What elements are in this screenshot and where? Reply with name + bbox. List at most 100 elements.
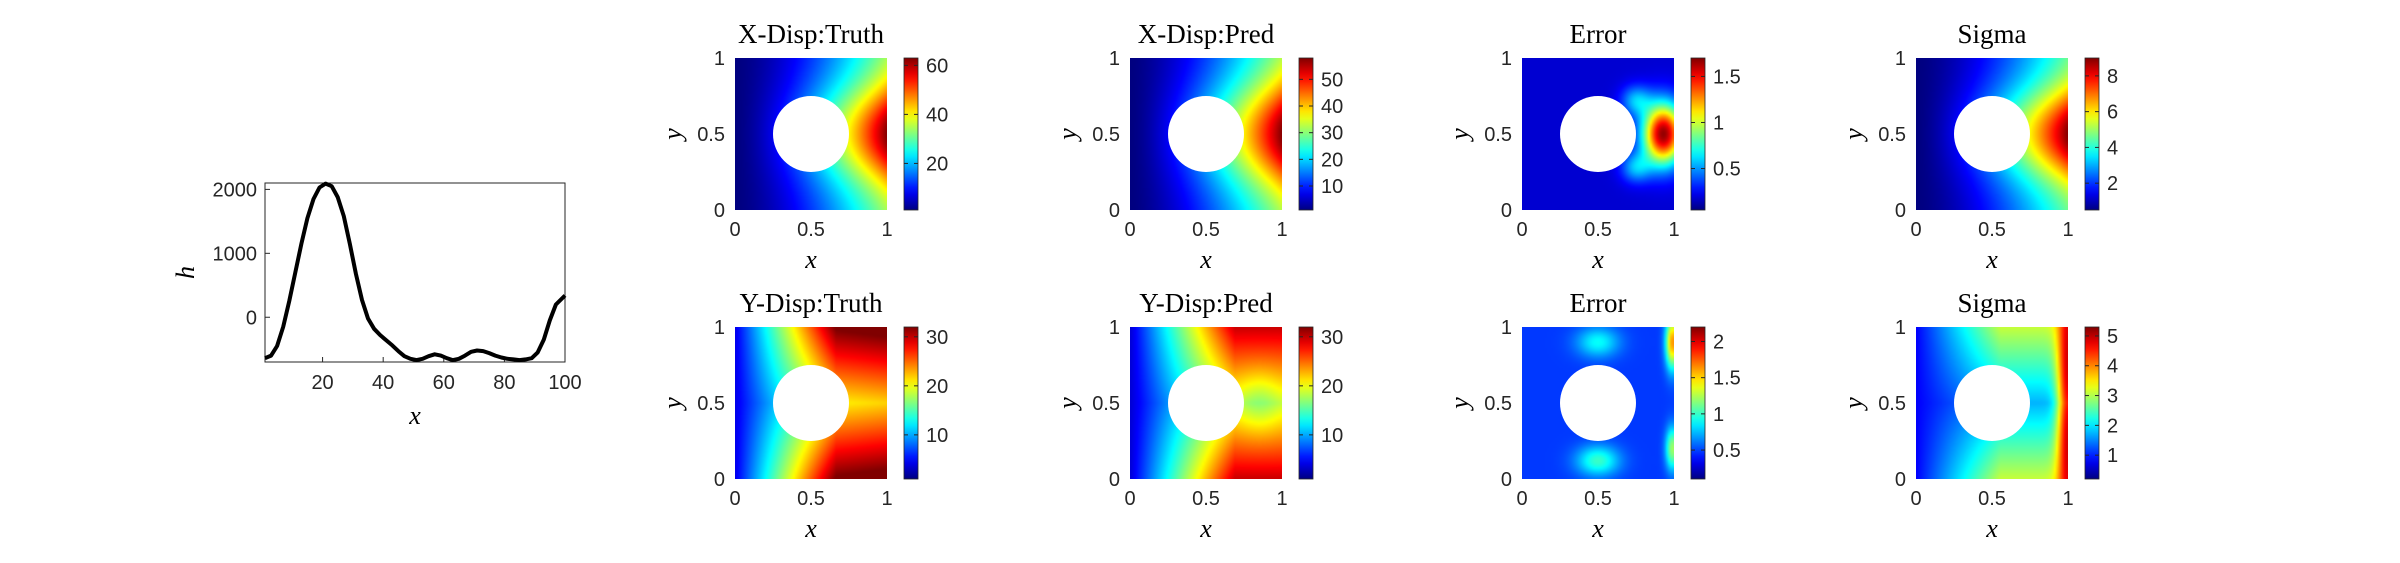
panel-title: Y-Disp:Pred [1139, 288, 1273, 318]
panel-title: Sigma [1957, 288, 2026, 318]
colorbar [1690, 57, 1706, 211]
y-tick-label: 0 [1895, 469, 1906, 491]
x-tick-label: 0.5 [1978, 488, 2006, 510]
x-tick-label: 0 [1910, 488, 1921, 510]
y-axis-label: y [1053, 397, 1082, 412]
y-axis-label: y [658, 128, 687, 143]
x-axis-label: x [1985, 514, 1998, 543]
y-tick-label: 0 [1109, 469, 1120, 491]
x-tick-label: 0 [1910, 219, 1921, 241]
x-tick-label: 1 [1668, 488, 1679, 510]
y-axis-label: y [1839, 397, 1868, 412]
x-axis-label: x [1199, 245, 1212, 274]
y-axis-label: y [658, 397, 687, 412]
x-tick-label: 100 [548, 372, 581, 394]
colorbar-tick-label: 6 [2107, 102, 2118, 124]
panel-title: Error [1570, 288, 1627, 318]
x-tick-label: 0 [729, 488, 740, 510]
panel-title: X-Disp:Truth [738, 19, 885, 49]
heatmap-panel: X-Disp:Truth 0 0.5 1 0 0.5 1 x y 20 40 60 [658, 19, 948, 274]
hole-circle [1168, 96, 1244, 172]
colorbar [1298, 57, 1314, 211]
colorbar-tick-label: 4 [2107, 356, 2118, 378]
x-tick-label: 0.5 [1192, 488, 1220, 510]
colorbar-tick-label: 1 [1713, 112, 1724, 134]
colorbar-tick-label: 30 [926, 327, 948, 349]
colorbar-tick-label: 40 [1321, 96, 1343, 118]
y-axis-label: y [1445, 397, 1474, 412]
panel-title: X-Disp:Pred [1138, 19, 1275, 49]
y-tick-label: 0.5 [1878, 393, 1906, 415]
x-tick-label: 0 [1516, 219, 1527, 241]
heatmap-panel: Sigma 0 0.5 1 0 0.5 1 x y 2 4 6 8 [1839, 19, 2118, 274]
x-axis-label: x [1199, 514, 1212, 543]
x-axis-label: x [1591, 245, 1604, 274]
colorbar-tick-label: 0.5 [1713, 159, 1741, 181]
colorbar-tick-label: 30 [1321, 327, 1343, 349]
x-tick-label: 0 [1124, 219, 1135, 241]
y-axis-label: h [171, 266, 200, 279]
colorbar [903, 326, 919, 480]
hole-circle [1954, 96, 2030, 172]
y-tick-label: 1 [1895, 317, 1906, 339]
x-tick-label: 0 [729, 219, 740, 241]
heatmap-panel: Error 0 0.5 1 0 0.5 1 x y 0.5 1 1.5 [1445, 19, 1741, 274]
colorbar-tick-label: 4 [2107, 137, 2118, 159]
hole-circle [773, 96, 849, 172]
x-axis-label: x [408, 401, 421, 430]
panel-title: Error [1570, 19, 1627, 49]
plot-frame [264, 182, 566, 363]
y-axis-label: y [1839, 128, 1868, 143]
heatmap-panel: Sigma 0 0.5 1 0 0.5 1 x y 1 2 3 4 5 [1839, 288, 2118, 543]
colorbar-tick-label: 3 [2107, 386, 2118, 408]
y-tick-label: 2000 [213, 179, 258, 201]
y-tick-label: 1 [1501, 48, 1512, 70]
colorbar-tick-label: 20 [1321, 376, 1343, 398]
colorbar-tick-label: 1 [2107, 445, 2118, 467]
series-line [264, 181, 567, 363]
colorbar-tick-label: 8 [2107, 66, 2118, 88]
hole-circle [1954, 365, 2030, 441]
x-tick-label: 0.5 [1192, 219, 1220, 241]
colorbar-tick-label: 2 [1713, 331, 1724, 353]
colorbar-tick-label: 20 [1321, 149, 1343, 171]
colorbar-tick-label: 0.5 [1713, 440, 1741, 462]
panel-title: Y-Disp:Truth [739, 288, 883, 318]
y-tick-label: 0.5 [697, 124, 725, 146]
y-tick-label: 1 [714, 317, 725, 339]
y-tick-label: 0.5 [1878, 124, 1906, 146]
colorbar-tick-label: 40 [926, 104, 948, 126]
y-tick-label: 1 [1895, 48, 1906, 70]
x-axis-label: x [1985, 245, 1998, 274]
hole-circle [1168, 365, 1244, 441]
y-tick-label: 0.5 [697, 393, 725, 415]
y-tick-label: 1 [1501, 317, 1512, 339]
y-tick-label: 0 [246, 307, 257, 329]
colorbar-tick-label: 10 [926, 425, 948, 447]
x-tick-label: 60 [433, 372, 455, 394]
x-tick-label: 20 [311, 372, 333, 394]
y-tick-label: 0 [1895, 200, 1906, 222]
x-tick-label: 1 [881, 488, 892, 510]
hole-circle [1560, 365, 1636, 441]
colorbar-tick-label: 10 [1321, 425, 1343, 447]
panel-title: Sigma [1957, 19, 2026, 49]
x-tick-label: 80 [493, 372, 515, 394]
y-tick-label: 1 [1109, 317, 1120, 339]
colorbar-tick-label: 20 [926, 376, 948, 398]
colorbar-tick-label: 1 [1713, 404, 1724, 426]
hole-circle [773, 365, 849, 441]
colorbar-tick-label: 5 [2107, 326, 2118, 348]
y-tick-label: 0 [1501, 469, 1512, 491]
y-tick-label: 0 [1501, 200, 1512, 222]
x-tick-label: 0.5 [797, 219, 825, 241]
colorbar-tick-label: 2 [2107, 173, 2118, 195]
x-tick-label: 0 [1516, 488, 1527, 510]
x-tick-label: 0.5 [1584, 219, 1612, 241]
y-tick-label: 0.5 [1484, 124, 1512, 146]
colorbar [1690, 326, 1706, 480]
